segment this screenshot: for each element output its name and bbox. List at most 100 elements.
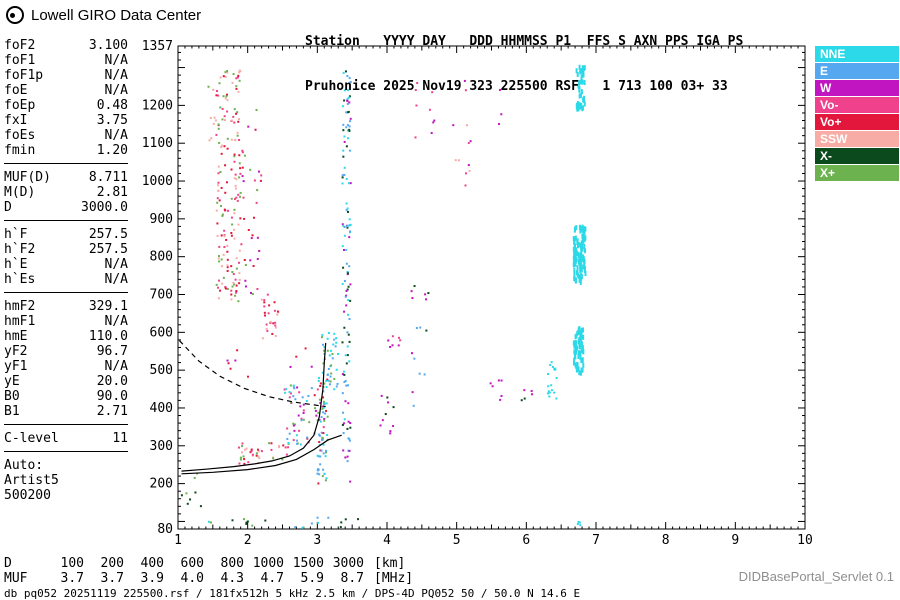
muf-row-value: 5.9 bbox=[300, 571, 324, 586]
muf-row: MUF 3.7 3.7 3.9 4.0 4.3 4.7 5.9 8.7 [MHz] bbox=[4, 571, 413, 586]
param-panel: foF2 3.100 foF1 N/A foF1p N/A foE N/A foEp 0.48 fx… bbox=[4, 38, 128, 503]
param-label: B1 bbox=[4, 404, 20, 419]
legend-item-x+: X+ bbox=[815, 165, 899, 181]
legend-item-nne: NNE bbox=[815, 46, 899, 62]
d-row: D 100 200 400 600 800 1000 1500 3000 [km] bbox=[4, 556, 413, 571]
legend-item-vo+: Vo+ bbox=[815, 114, 899, 130]
param-row-b0: B0 90.0 bbox=[4, 389, 128, 404]
legend-item-vo-: Vo- bbox=[815, 97, 899, 113]
param-row-he: h`E N/A bbox=[4, 257, 128, 272]
param-row-500200: 500200 bbox=[4, 488, 128, 503]
param-label: M(D) bbox=[4, 185, 36, 200]
d-row-value: 200 bbox=[100, 556, 124, 571]
param-value: 329.1 bbox=[88, 299, 128, 314]
param-value: 110.0 bbox=[88, 329, 128, 344]
giro-logo-icon bbox=[6, 6, 24, 24]
svg-text:500: 500 bbox=[150, 363, 173, 378]
param-value: 3000.0 bbox=[81, 200, 128, 215]
d-row-value: 600 bbox=[180, 556, 204, 571]
header-line2: Pruhonice 2025 Nov19 323 225500 RSF 1 71… bbox=[305, 79, 728, 94]
param-label: C-level bbox=[4, 431, 59, 446]
param-label: foF1 bbox=[4, 53, 36, 68]
legend-item-x-: X- bbox=[815, 148, 899, 164]
param-row-hes: h`Es N/A bbox=[4, 272, 128, 287]
param-row-b1: B1 2.71 bbox=[4, 404, 128, 419]
param-label: hmF1 bbox=[4, 314, 36, 329]
param-row-ye: yE 20.0 bbox=[4, 374, 128, 389]
legend-item-w: W bbox=[815, 80, 899, 96]
svg-text:1200: 1200 bbox=[142, 98, 173, 113]
param-value: 1.20 bbox=[96, 143, 128, 158]
param-value: 257.5 bbox=[88, 242, 128, 257]
param-label: MUF(D) bbox=[4, 170, 51, 185]
param-row-md: M(D) 2.81 bbox=[4, 185, 128, 200]
param-row-clevel: C-level 11 bbox=[4, 431, 128, 446]
param-value: 96.7 bbox=[96, 344, 128, 359]
param-value: 257.5 bbox=[88, 227, 128, 242]
muf-row-value: 4.3 bbox=[220, 571, 244, 586]
separator bbox=[4, 163, 128, 164]
param-value: 2.81 bbox=[96, 185, 128, 200]
muf-row-value: 3.7 bbox=[100, 571, 124, 586]
svg-text:1357: 1357 bbox=[142, 39, 173, 54]
param-label: foF1p bbox=[4, 68, 44, 83]
svg-text:6: 6 bbox=[522, 533, 530, 548]
separator bbox=[4, 424, 128, 425]
svg-text:80: 80 bbox=[157, 522, 173, 537]
param-row-foep: foEp 0.48 bbox=[4, 98, 128, 113]
svg-text:9: 9 bbox=[731, 533, 739, 548]
param-label: foF2 bbox=[4, 38, 36, 53]
logo-title: Lowell GIRO Data Center bbox=[31, 6, 202, 24]
svg-text:4: 4 bbox=[383, 533, 391, 548]
svg-text:1: 1 bbox=[174, 533, 182, 548]
muf-row-value: 4.7 bbox=[260, 571, 284, 586]
param-row-fof2: foF2 3.100 bbox=[4, 38, 128, 53]
true-height-profile bbox=[181, 434, 342, 475]
param-label: yF2 bbox=[4, 344, 28, 359]
svg-text:900: 900 bbox=[150, 212, 173, 227]
param-value: 11 bbox=[112, 431, 128, 446]
svg-text:600: 600 bbox=[150, 325, 173, 340]
param-value: N/A bbox=[104, 68, 128, 83]
param-label: foE bbox=[4, 83, 28, 98]
param-row-mufd: MUF(D) 8.711 bbox=[4, 170, 128, 185]
param-value: N/A bbox=[104, 272, 128, 287]
param-label: fmin bbox=[4, 143, 36, 158]
param-label: foEs bbox=[4, 128, 36, 143]
param-value: 3.100 bbox=[88, 38, 128, 53]
param-value: 8.711 bbox=[88, 170, 128, 185]
param-label: yF1 bbox=[4, 359, 28, 374]
legend-item-ssw: SSW bbox=[815, 131, 899, 147]
param-value: N/A bbox=[104, 53, 128, 68]
param-label: h`F2 bbox=[4, 242, 36, 257]
svg-text:1000: 1000 bbox=[142, 174, 173, 189]
otrace-fit bbox=[181, 342, 327, 472]
muf-row-unit: [MHz] bbox=[374, 571, 414, 586]
param-row-auto: Auto: bbox=[4, 458, 128, 473]
param-label: 500200 bbox=[4, 488, 51, 503]
param-row-hmf2: hmF2 329.1 bbox=[4, 299, 128, 314]
param-value: 20.0 bbox=[96, 374, 128, 389]
param-label: h`E bbox=[4, 257, 28, 272]
d-row-value: 100 bbox=[60, 556, 84, 571]
d-row-label: D bbox=[4, 556, 12, 571]
param-row-yf2: yF2 96.7 bbox=[4, 344, 128, 359]
param-value: 0.48 bbox=[96, 98, 128, 113]
param-label: B0 bbox=[4, 389, 20, 404]
legend-item-e: E bbox=[815, 63, 899, 79]
param-label: D bbox=[4, 200, 12, 215]
legend: NNE E W Vo- Vo+ SSW X- X+ bbox=[815, 46, 899, 182]
param-row-fxi: fxI 3.75 bbox=[4, 113, 128, 128]
transmission-curve bbox=[178, 340, 326, 408]
param-label: foEp bbox=[4, 98, 36, 113]
param-label: hmF2 bbox=[4, 299, 36, 314]
param-row-hmf1: hmF1 N/A bbox=[4, 314, 128, 329]
param-row-fof1p: foF1p N/A bbox=[4, 68, 128, 83]
param-row-hme: hmE 110.0 bbox=[4, 329, 128, 344]
separator bbox=[4, 292, 128, 293]
param-row-hf: h`F 257.5 bbox=[4, 227, 128, 242]
param-label: h`Es bbox=[4, 272, 36, 287]
param-value: N/A bbox=[104, 257, 128, 272]
param-value: 2.71 bbox=[96, 404, 128, 419]
